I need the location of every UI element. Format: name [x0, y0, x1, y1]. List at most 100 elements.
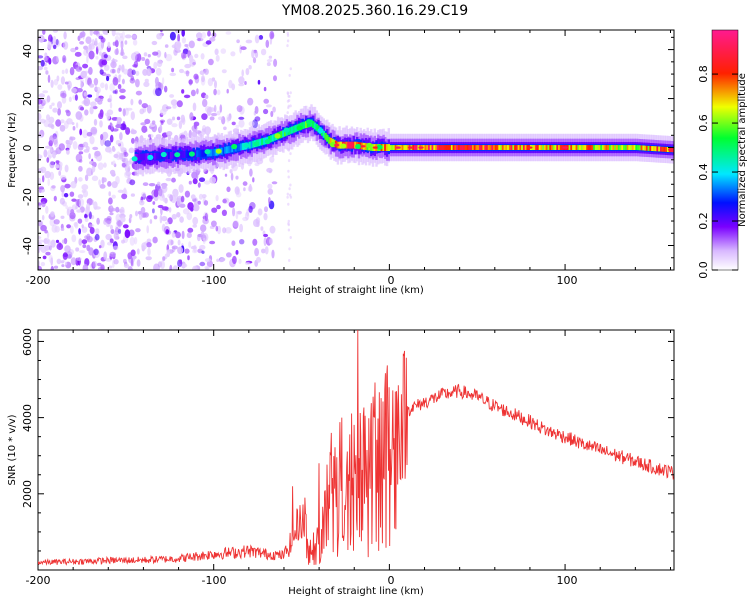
ridge-core — [459, 145, 463, 150]
ridge-core — [651, 146, 654, 151]
noise-speck — [269, 31, 275, 40]
noise-speck — [93, 201, 98, 210]
ridge-core — [633, 145, 636, 150]
ridge-core — [457, 145, 461, 150]
noise-speck — [288, 73, 291, 77]
noise-speck — [234, 186, 240, 195]
ridge-core — [607, 145, 610, 150]
ridge-core — [605, 145, 608, 150]
noise-speck — [65, 139, 70, 145]
noise-speck — [152, 51, 159, 56]
noise-speck — [118, 209, 124, 213]
ridge-core — [623, 145, 626, 150]
ridge-core — [273, 133, 276, 141]
noise-speck — [192, 178, 198, 185]
noise-speck — [72, 141, 78, 150]
ridge-core — [324, 132, 327, 140]
noise-speck — [61, 69, 65, 75]
noise-speck — [115, 175, 120, 185]
noise-speck — [189, 112, 194, 121]
noise-speck — [40, 261, 46, 267]
noise-speck — [216, 110, 221, 116]
noise-speck — [60, 76, 65, 85]
ridge-core — [466, 145, 470, 150]
noise-speck — [97, 262, 102, 267]
noise-speck — [149, 219, 153, 224]
noise-speck — [268, 55, 273, 59]
ridge-blob — [160, 151, 167, 158]
ridge-core — [575, 145, 578, 150]
noise-speck — [40, 59, 45, 67]
noise-speck — [50, 36, 54, 45]
ridge-core — [440, 145, 443, 150]
noise-speck — [124, 164, 131, 173]
noise-speck — [164, 44, 169, 48]
noise-speck — [52, 151, 56, 159]
noise-speck — [263, 237, 267, 247]
ridge-core — [514, 145, 517, 150]
ridge-core — [661, 146, 665, 152]
snr-xlabel: Height of straight line (km) — [288, 586, 424, 597]
noise-speck — [209, 240, 216, 245]
noise-speck — [166, 118, 173, 125]
noise-speck — [83, 149, 90, 153]
noise-speck — [110, 123, 114, 130]
noise-speck — [43, 56, 48, 62]
noise-speck — [115, 213, 122, 223]
noise-speck — [89, 30, 93, 36]
noise-speck — [213, 104, 217, 113]
noise-speck — [78, 66, 82, 71]
ridge-core — [494, 145, 498, 150]
noise-speck — [155, 85, 159, 89]
ridge-core — [635, 145, 638, 150]
ridge-blob — [243, 142, 250, 148]
ridge-core — [521, 145, 524, 150]
spectrogram-xlabel: Height of straight line (km) — [288, 285, 424, 296]
noise-speck — [257, 79, 261, 85]
ridge-core — [154, 152, 157, 160]
noise-speck — [75, 46, 79, 50]
noise-speck — [267, 188, 274, 195]
noise-speck — [69, 67, 75, 76]
noise-speck — [171, 116, 176, 121]
noise-speck — [204, 94, 209, 100]
noise-speck — [81, 224, 84, 229]
noise-speck — [288, 193, 292, 197]
noise-speck — [130, 193, 135, 197]
noise-speck — [88, 247, 94, 256]
ridge-core — [401, 145, 405, 150]
noise-speck — [56, 55, 59, 63]
ridge-core — [482, 145, 485, 150]
noise-speck — [176, 100, 183, 108]
ridge-core — [284, 129, 287, 137]
noise-speck — [170, 99, 178, 106]
noise-speck — [124, 157, 129, 166]
noise-speck — [46, 95, 51, 103]
noise-speck — [289, 152, 292, 156]
ridge-core — [291, 126, 294, 134]
noise-speck — [188, 40, 195, 49]
ridge-core — [584, 145, 587, 150]
noise-speck — [152, 201, 156, 205]
noise-speck — [196, 88, 199, 95]
noise-speck — [75, 247, 80, 252]
noise-speck — [204, 258, 212, 263]
noise-speck — [88, 66, 93, 75]
ridge-blob — [317, 128, 324, 134]
noise-speck — [71, 204, 78, 210]
noise-speck — [182, 53, 187, 59]
ridge-core — [443, 145, 447, 150]
noise-speck — [98, 245, 102, 249]
noise-speck — [229, 169, 233, 174]
ridge-blob — [204, 149, 211, 155]
noise-speck — [242, 181, 248, 186]
noise-speck — [180, 263, 188, 268]
noise-speck — [111, 30, 116, 37]
noise-speck — [131, 33, 138, 41]
noise-speck — [167, 217, 173, 225]
noise-speck — [49, 171, 55, 180]
noise-speck — [171, 245, 178, 250]
noise-speck — [63, 31, 67, 40]
snr-xtick-label: -200 — [26, 574, 51, 587]
noise-speck — [43, 237, 50, 245]
